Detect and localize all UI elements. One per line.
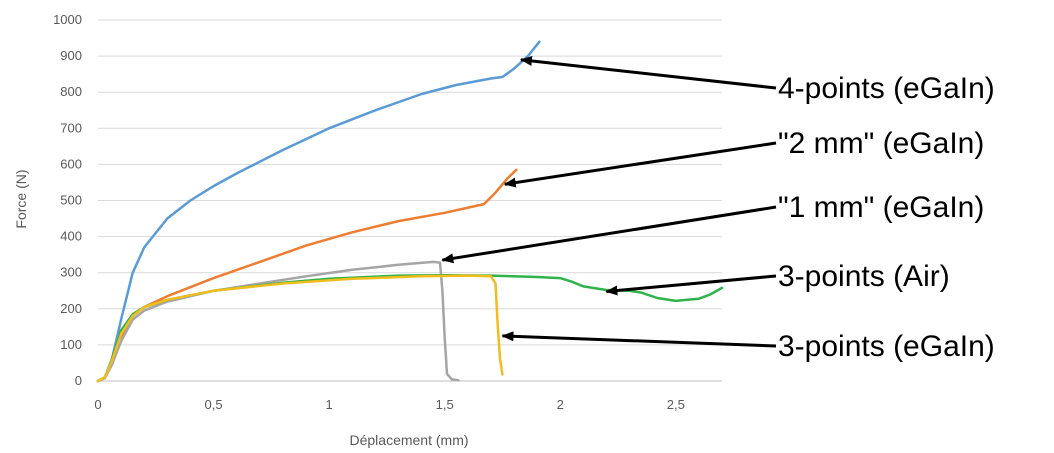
series-line-5: [96, 274, 504, 383]
x-tick-label: 1: [325, 397, 332, 412]
y-tick-label: 500: [60, 193, 82, 208]
y-tick-label: 400: [60, 229, 82, 244]
annotation-arrow: [503, 141, 777, 188]
x-axis: 0 0,5 1 1,5 2 2,5: [94, 397, 684, 412]
annotation-arrow: [441, 205, 777, 264]
y-tick-label: 900: [60, 48, 82, 63]
x-tick-label: 2,5: [667, 397, 685, 412]
annotation-arrow: [519, 55, 777, 90]
series-group: [96, 40, 724, 383]
annotation-label: 3-points (Air): [778, 260, 950, 293]
gridlines: [98, 19, 722, 382]
x-axis-title: Déplacement (mm): [349, 432, 468, 448]
x-tick-label: 0: [94, 397, 101, 412]
annotation-arrow: [605, 274, 777, 296]
x-tick-label: 0,5: [205, 397, 223, 412]
annotation-label: "2 mm" (eGaIn): [778, 127, 984, 160]
x-tick-label: 1,5: [436, 397, 454, 412]
y-tick-label: 0: [75, 373, 82, 388]
y-tick-label: 300: [60, 265, 82, 280]
y-tick-label: 800: [60, 84, 82, 99]
y-tick-label: 1000: [53, 12, 82, 27]
y-tick-label: 200: [60, 301, 82, 316]
annotation-arrow: [501, 331, 777, 348]
annotation-label: "1 mm" (eGaIn): [778, 191, 984, 224]
y-tick-label: 600: [60, 156, 82, 171]
annotations: 4-points (eGaIn) "2 mm" (eGaIn) "1 mm" (eG…: [441, 55, 995, 363]
annotation-label: 3-points (eGaIn): [778, 330, 995, 363]
annotation-label: 4-points (eGaIn): [778, 72, 995, 105]
y-tick-label: 700: [60, 120, 82, 135]
series-line-3: [96, 260, 460, 383]
y-axis-title: Force (N): [13, 169, 29, 228]
y-axis: 0 100 200 300 400 500 600 700 800 900 1000: [53, 12, 82, 388]
y-tick-label: 100: [60, 337, 82, 352]
series-line-1: [96, 40, 541, 383]
x-tick-label: 2: [557, 397, 564, 412]
